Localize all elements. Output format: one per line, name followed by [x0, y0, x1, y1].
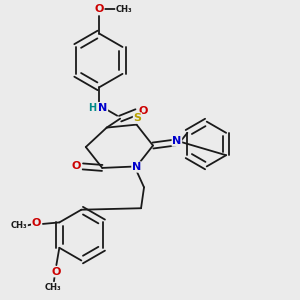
Text: N: N: [98, 103, 107, 112]
Text: O: O: [32, 218, 41, 228]
Text: O: O: [138, 106, 148, 116]
Text: O: O: [94, 4, 104, 14]
Text: CH₃: CH₃: [11, 221, 27, 230]
Text: O: O: [72, 161, 81, 171]
Text: CH₃: CH₃: [45, 283, 62, 292]
Text: N: N: [172, 136, 182, 146]
Text: CH₃: CH₃: [116, 4, 132, 14]
Text: H: H: [88, 103, 96, 112]
Text: N: N: [132, 162, 141, 172]
Text: S: S: [134, 113, 142, 123]
Text: O: O: [51, 267, 60, 277]
